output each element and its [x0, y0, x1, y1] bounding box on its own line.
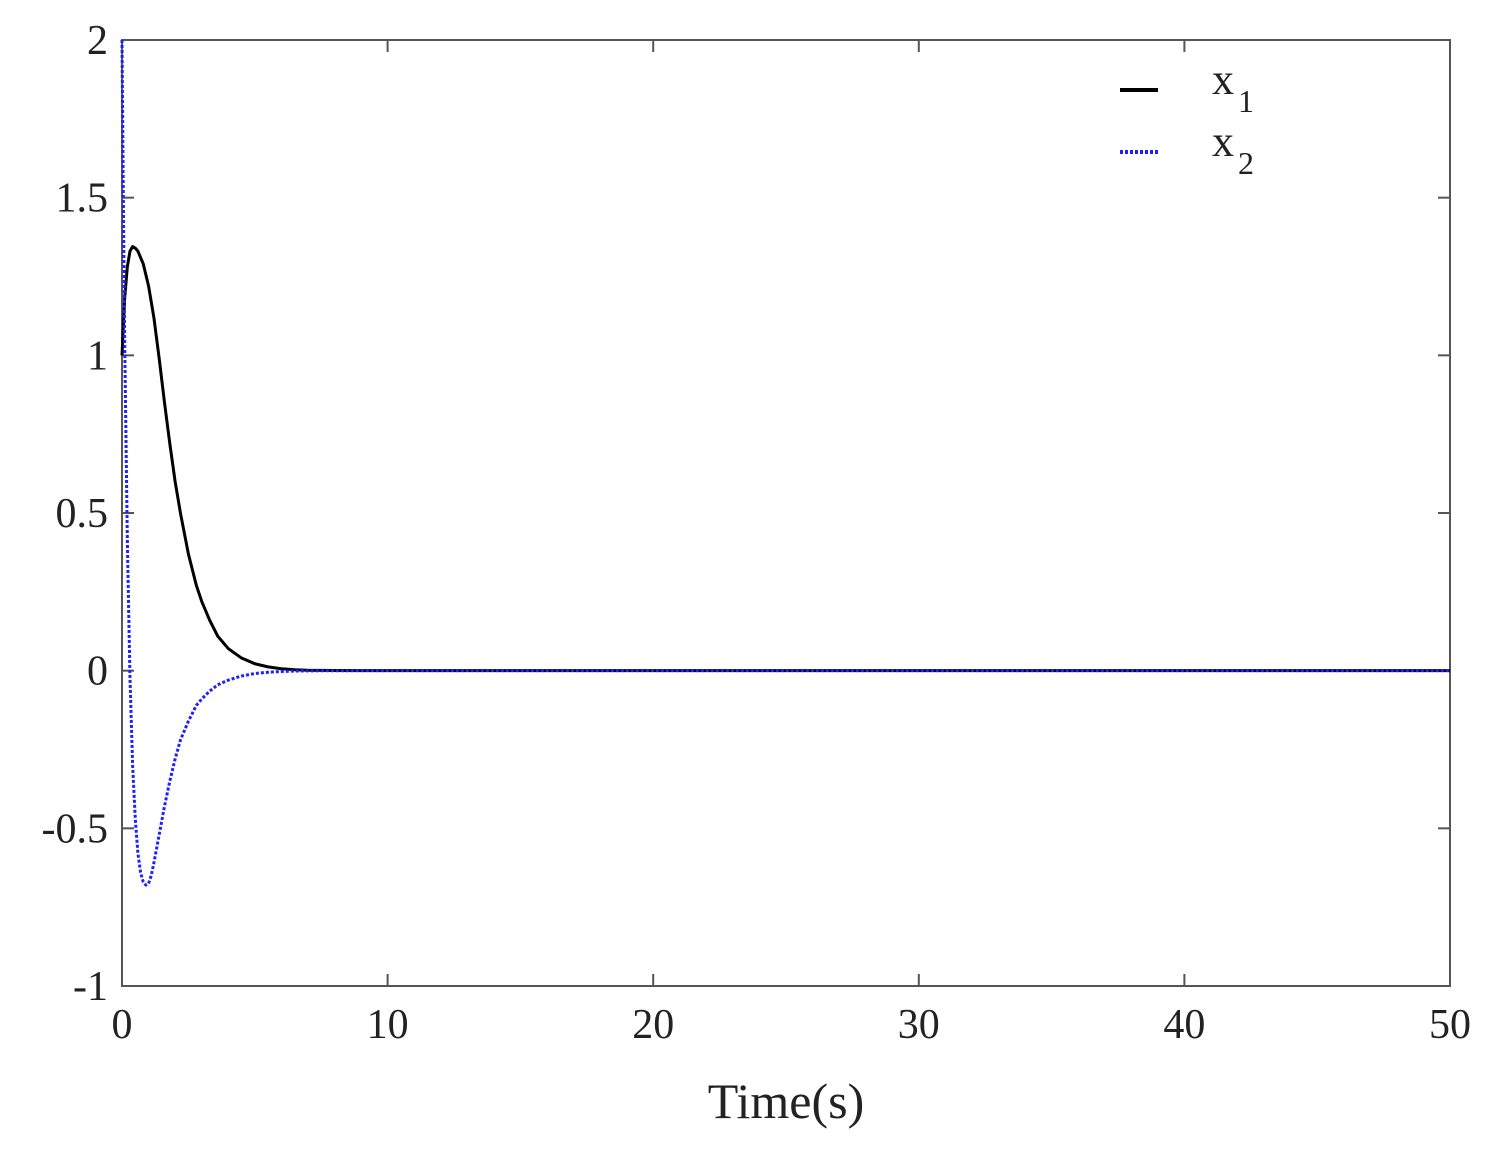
x-tick-label: 40	[1163, 1002, 1205, 1048]
y-tick-label: -0.5	[42, 806, 109, 852]
y-tick-label: 2	[87, 18, 108, 64]
legend: x 1x 2	[1120, 55, 1254, 181]
y-tick-label: 1.5	[56, 176, 109, 222]
x-tick-label: 20	[632, 1002, 674, 1048]
y-tick-label: 0	[87, 649, 108, 695]
series-layer	[120, 39, 1450, 887]
y-tick-label: -1	[73, 964, 108, 1010]
x-tick-label: 30	[898, 1002, 940, 1048]
x-axis-title: Time(s)	[708, 1073, 865, 1129]
y-tick-label: 0.5	[56, 491, 109, 537]
y-tick-label: 1	[87, 333, 108, 379]
series-line-x1	[120, 245, 1450, 673]
plot-area	[121, 39, 1451, 987]
x-tick-label: 10	[367, 1002, 409, 1048]
x-tick-label: 50	[1429, 1002, 1471, 1048]
x-tick-labels: 0 10 20 30 40 50	[112, 1002, 1472, 1048]
series-line-x2	[120, 39, 1450, 887]
y-tick-labels: -1 -0.5 0 0.5 1 1.5 2	[42, 18, 109, 1010]
x-tick-label: 0	[112, 1002, 133, 1048]
